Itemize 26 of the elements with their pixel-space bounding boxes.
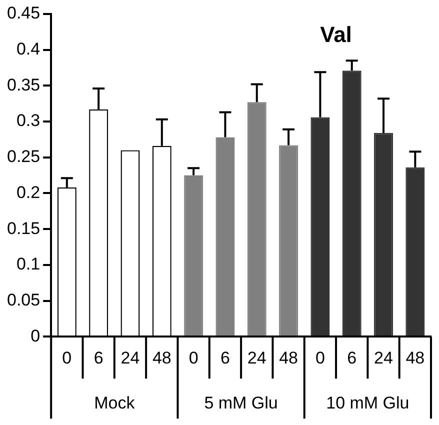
y-tick-label: 0.25 xyxy=(6,147,40,166)
x-tick-label: 0 xyxy=(188,348,198,368)
x-tick-label: 6 xyxy=(347,348,357,368)
x-tick-label: 48 xyxy=(406,348,425,368)
y-tick-label: 0.15 xyxy=(6,218,40,238)
x-tick-label: 24 xyxy=(120,348,140,368)
text: 5 mM Glu xyxy=(204,393,278,412)
x-tick-label: 24 xyxy=(247,348,266,368)
y-tick-label: 0.4 xyxy=(16,40,40,59)
x-tick-label: 48 xyxy=(152,348,172,368)
y-tick-label: 0.3 xyxy=(16,111,40,130)
x-tick-label: 0 xyxy=(62,348,72,368)
y-tick-label: 0.1 xyxy=(16,254,40,274)
text: Mock xyxy=(94,393,136,412)
x-tick-label: 48 xyxy=(279,348,298,368)
x-tick-label: 6 xyxy=(94,348,104,368)
y-tick-label: 0.2 xyxy=(16,182,40,202)
y-tick-label: 0.35 xyxy=(6,75,40,94)
chart-title: Val xyxy=(320,22,352,48)
y-tick-label: 0.05 xyxy=(6,290,40,310)
x-tick-label: 0 xyxy=(315,348,325,368)
y-tick-label: 0.45 xyxy=(6,4,40,23)
x-tick-label: 6 xyxy=(220,348,230,368)
y-tick-label: 0 xyxy=(30,326,40,346)
text: 10 mM Glu xyxy=(326,393,410,412)
x-tick-label: 24 xyxy=(374,348,393,368)
